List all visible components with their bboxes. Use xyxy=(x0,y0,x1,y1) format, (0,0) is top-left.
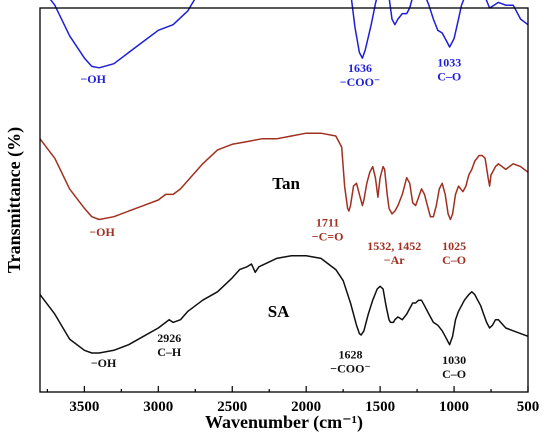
x-tick-label: 2500 xyxy=(217,399,247,415)
label-sa-2926: 2926 xyxy=(157,331,181,345)
x-tick-label: 3500 xyxy=(69,399,99,415)
x-tick-label: 2000 xyxy=(291,399,321,415)
label-sa-ch: C–H xyxy=(157,345,182,359)
label-tan-1532: 1532, 1452 xyxy=(367,239,421,253)
x-tick-label: 3000 xyxy=(143,399,173,415)
label-tansa-1636: 1636 xyxy=(348,61,372,75)
label-sa-coo: −COO⁻ xyxy=(330,362,371,376)
label-tan-oh: −OH xyxy=(89,225,115,239)
series-line-0 xyxy=(49,0,529,69)
label-sa-1628: 1628 xyxy=(339,348,363,362)
x-tick-label: 500 xyxy=(517,399,540,415)
label-tan-1711: 1711 xyxy=(316,215,339,229)
label-tansa-coo: −COO⁻ xyxy=(340,75,381,89)
label-sa-1030: 1030 xyxy=(442,353,466,367)
series-line-1 xyxy=(39,132,529,221)
y-axis-label: Transmittance (%) xyxy=(4,127,25,273)
label-tansa-oh: −OH xyxy=(80,72,106,86)
series-layer xyxy=(39,0,529,354)
label-sa-name: SA xyxy=(268,302,290,321)
label-tan-co: C–O xyxy=(442,253,466,267)
label-tan-1025: 1025 xyxy=(442,239,466,253)
label-tan-co-double: −C=O xyxy=(312,229,344,243)
annotation-layer: 40% Tan/SATanSA−OH1636−COO⁻1033C–O−OH171… xyxy=(80,55,466,381)
x-tick-label: 1000 xyxy=(439,399,469,415)
label-tansa-1033: 1033 xyxy=(437,55,461,69)
series-line-2 xyxy=(39,254,529,354)
plot-frame xyxy=(39,7,529,393)
x-axis: 3500 3000 2500 2000 1500 1000 500 xyxy=(46,386,540,415)
label-sa-oh: −OH xyxy=(91,356,117,370)
label-sa-co: C–O xyxy=(442,367,466,381)
x-axis-label: Wavenumber (cm⁻¹) xyxy=(205,412,363,433)
label-tansa-co: C–O xyxy=(437,69,461,83)
x-tick-label: 1500 xyxy=(365,399,395,415)
label-tan-ar: −Ar xyxy=(384,253,406,267)
label-tan-name: Tan xyxy=(272,174,300,193)
